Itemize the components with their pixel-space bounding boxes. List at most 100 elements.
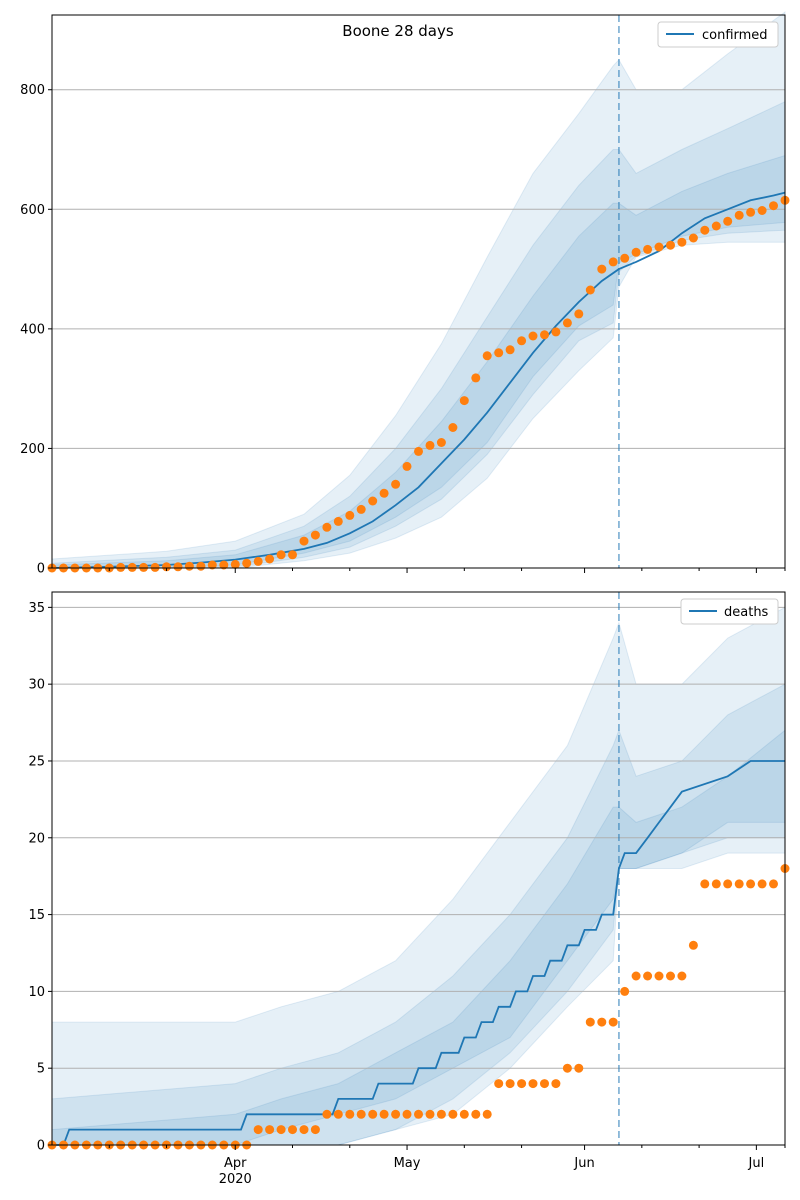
deaths-observed-point	[253, 1125, 263, 1135]
deaths-observed-point	[299, 1125, 309, 1135]
deaths-observed-point	[368, 1109, 378, 1119]
deaths-ytick-label: 5	[37, 1062, 45, 1077]
confirmed-observed-point	[643, 244, 653, 254]
deaths-xtick-label: Jun	[573, 1156, 594, 1171]
confirmed-y-axis: 0 200 400 600 800	[20, 83, 52, 577]
deaths-observed-point	[333, 1109, 343, 1119]
deaths-gridlines	[52, 606, 785, 1069]
deaths-ytick-label: 15	[28, 908, 45, 923]
deaths-ytick-label: 10	[28, 985, 45, 1000]
deaths-observed-point	[310, 1125, 320, 1135]
deaths-observed-point	[540, 1079, 549, 1089]
deaths-observed-point	[494, 1079, 504, 1089]
deaths-observed-point	[562, 1063, 572, 1073]
confirmed-observed-point	[688, 233, 698, 243]
confirmed-observed-point	[723, 216, 733, 226]
deaths-xtick-label: Jul	[748, 1156, 765, 1171]
deaths-observed-point	[345, 1109, 355, 1119]
confirmed-observed-point	[162, 562, 171, 572]
deaths-legend: deaths	[680, 598, 779, 625]
confirmed-panel: 0 200 400 600 800 Boone 28 days confirmed	[20, 11, 790, 577]
confirmed-observed-point	[207, 560, 217, 570]
deaths-observed-point	[654, 971, 664, 981]
deaths-observed-point	[734, 879, 744, 889]
confirmed-observed-point	[608, 257, 618, 267]
confirmed-ytick-label: 200	[20, 442, 45, 457]
deaths-observed-point	[517, 1079, 527, 1089]
confirmed-observed-point	[540, 330, 549, 340]
confirmed-observed-point	[597, 264, 607, 274]
confirmed-observed-point	[528, 331, 538, 341]
deaths-xtick-label: Apr	[224, 1156, 247, 1171]
deaths-model-line	[52, 760, 785, 1146]
confirmed-model-line	[51, 191, 786, 569]
confirmed-observed-point	[242, 558, 252, 568]
confirmed-observed-point	[127, 562, 137, 572]
deaths-lines	[52, 592, 785, 1146]
deaths-observed-point	[528, 1079, 538, 1089]
chart-title: Boone 28 days	[342, 22, 454, 40]
confirmed-observed-point	[116, 562, 126, 572]
deaths-observed-point	[677, 971, 687, 981]
confirmed-ytick-label: 400	[20, 322, 45, 337]
confirmed-observed-point	[448, 423, 458, 432]
confirmed-observed-point	[666, 240, 675, 250]
deaths-ytick-label: 30	[28, 678, 45, 693]
confirmed-observed-point	[620, 253, 630, 263]
confirmed-observed-point	[700, 225, 710, 235]
deaths-observed-point	[379, 1109, 389, 1119]
confirmed-observed-point	[230, 559, 240, 569]
deaths-observed-point	[574, 1063, 584, 1073]
confirmed-observed-point	[173, 562, 183, 572]
confirmed-observed-point	[265, 554, 275, 564]
deaths-ytick-label: 0	[37, 1139, 45, 1154]
confirmed-observed-point	[631, 247, 641, 257]
deaths-ytick-label: 35	[28, 601, 45, 616]
confirmed-observed-point	[196, 561, 206, 571]
deaths-observed-point	[711, 879, 721, 889]
confirmed-legend: confirmed	[657, 21, 779, 48]
deaths-observed-point	[448, 1109, 458, 1119]
deaths-observed-point	[402, 1109, 412, 1119]
confirmed-observed-point	[746, 207, 756, 217]
deaths-observed-point	[620, 986, 630, 996]
deaths-observed-point	[356, 1109, 366, 1119]
confirmed-observed-point	[288, 550, 297, 560]
deaths-observed-point	[265, 1125, 275, 1135]
confirmed-observed-point	[150, 562, 160, 572]
confirmed-ytick-label: 800	[20, 83, 45, 98]
deaths-observed-point	[757, 879, 767, 889]
deaths-observed-point	[459, 1109, 469, 1119]
confirmed-x-axis	[108, 568, 786, 573]
deaths-observed-point	[505, 1079, 515, 1089]
confirmed-observed-point	[505, 345, 515, 355]
deaths-y-axis: 0 5 10 15 20 25 30 35	[28, 601, 52, 1154]
confirmed-observed-point	[184, 561, 194, 571]
confirmed-observed-point	[482, 351, 492, 361]
deaths-observed-point	[425, 1109, 435, 1119]
confirmed-observed-point	[253, 556, 263, 566]
deaths-observed-point	[666, 971, 675, 981]
deaths-observed-point	[723, 879, 733, 889]
deaths-observed-point	[769, 879, 778, 889]
deaths-observed-point	[700, 879, 710, 889]
confirmed-ytick-label: 600	[20, 203, 45, 218]
deaths-observed-point	[608, 1017, 618, 1027]
deaths-observed-point	[276, 1125, 286, 1135]
deaths-ytick-label: 20	[28, 831, 45, 846]
deaths-observed-point	[551, 1079, 561, 1089]
confirmed-observed-point	[734, 210, 744, 220]
confirmed-observed-point	[368, 496, 378, 506]
deaths-observed-point	[414, 1109, 423, 1119]
confirmed-gridlines	[52, 89, 785, 449]
confirmed-observed-point	[562, 318, 572, 328]
deaths-observed-point	[288, 1125, 297, 1135]
deaths-observed-point	[322, 1109, 332, 1119]
confirmed-observed-point	[402, 461, 412, 471]
deaths-ytick-label: 25	[28, 754, 45, 769]
confirmed-observed-point	[757, 206, 767, 215]
confirmed-observed-point	[322, 522, 332, 532]
